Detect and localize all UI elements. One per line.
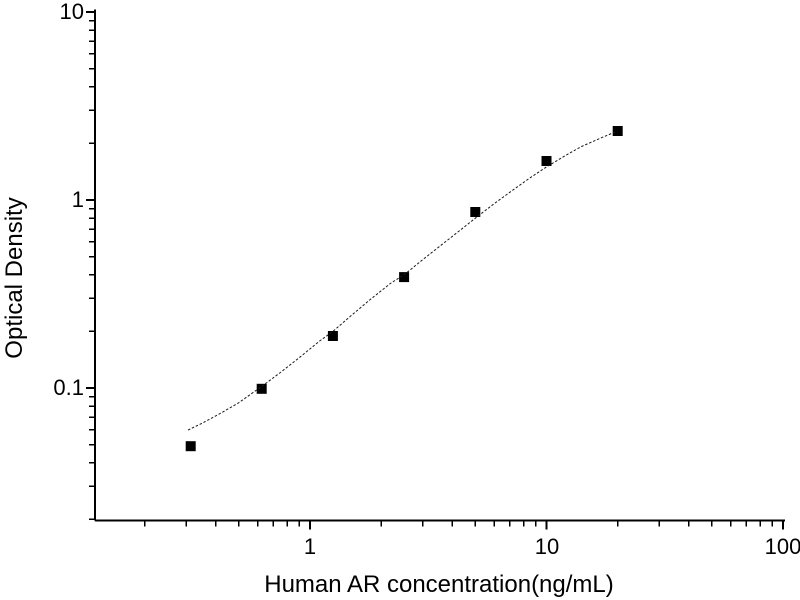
axes-group — [93, 9, 786, 522]
data-point-marker — [256, 383, 267, 394]
x-axis-title: Human AR concentration(ng/mL) — [264, 571, 614, 598]
y-tick-label-0p1: 0.1 — [53, 375, 84, 400]
ticks-group — [85, 11, 784, 530]
x-tick-label-10: 10 — [535, 534, 559, 559]
x-tick-label-100: 100 — [765, 534, 800, 559]
y-tick-label-1: 1 — [72, 187, 84, 212]
x-tick-label-1: 1 — [304, 534, 316, 559]
data-point-marker — [399, 272, 410, 283]
data-point-marker — [541, 156, 552, 166]
y-axis-title: Optical Density — [1, 197, 28, 358]
y-tick-label-10: 10 — [60, 0, 84, 24]
data-point-marker — [327, 331, 338, 341]
data-point-marker — [470, 207, 481, 217]
fit-curve-line — [187, 130, 618, 431]
data-point-marker — [185, 441, 196, 452]
series-group — [185, 126, 623, 452]
